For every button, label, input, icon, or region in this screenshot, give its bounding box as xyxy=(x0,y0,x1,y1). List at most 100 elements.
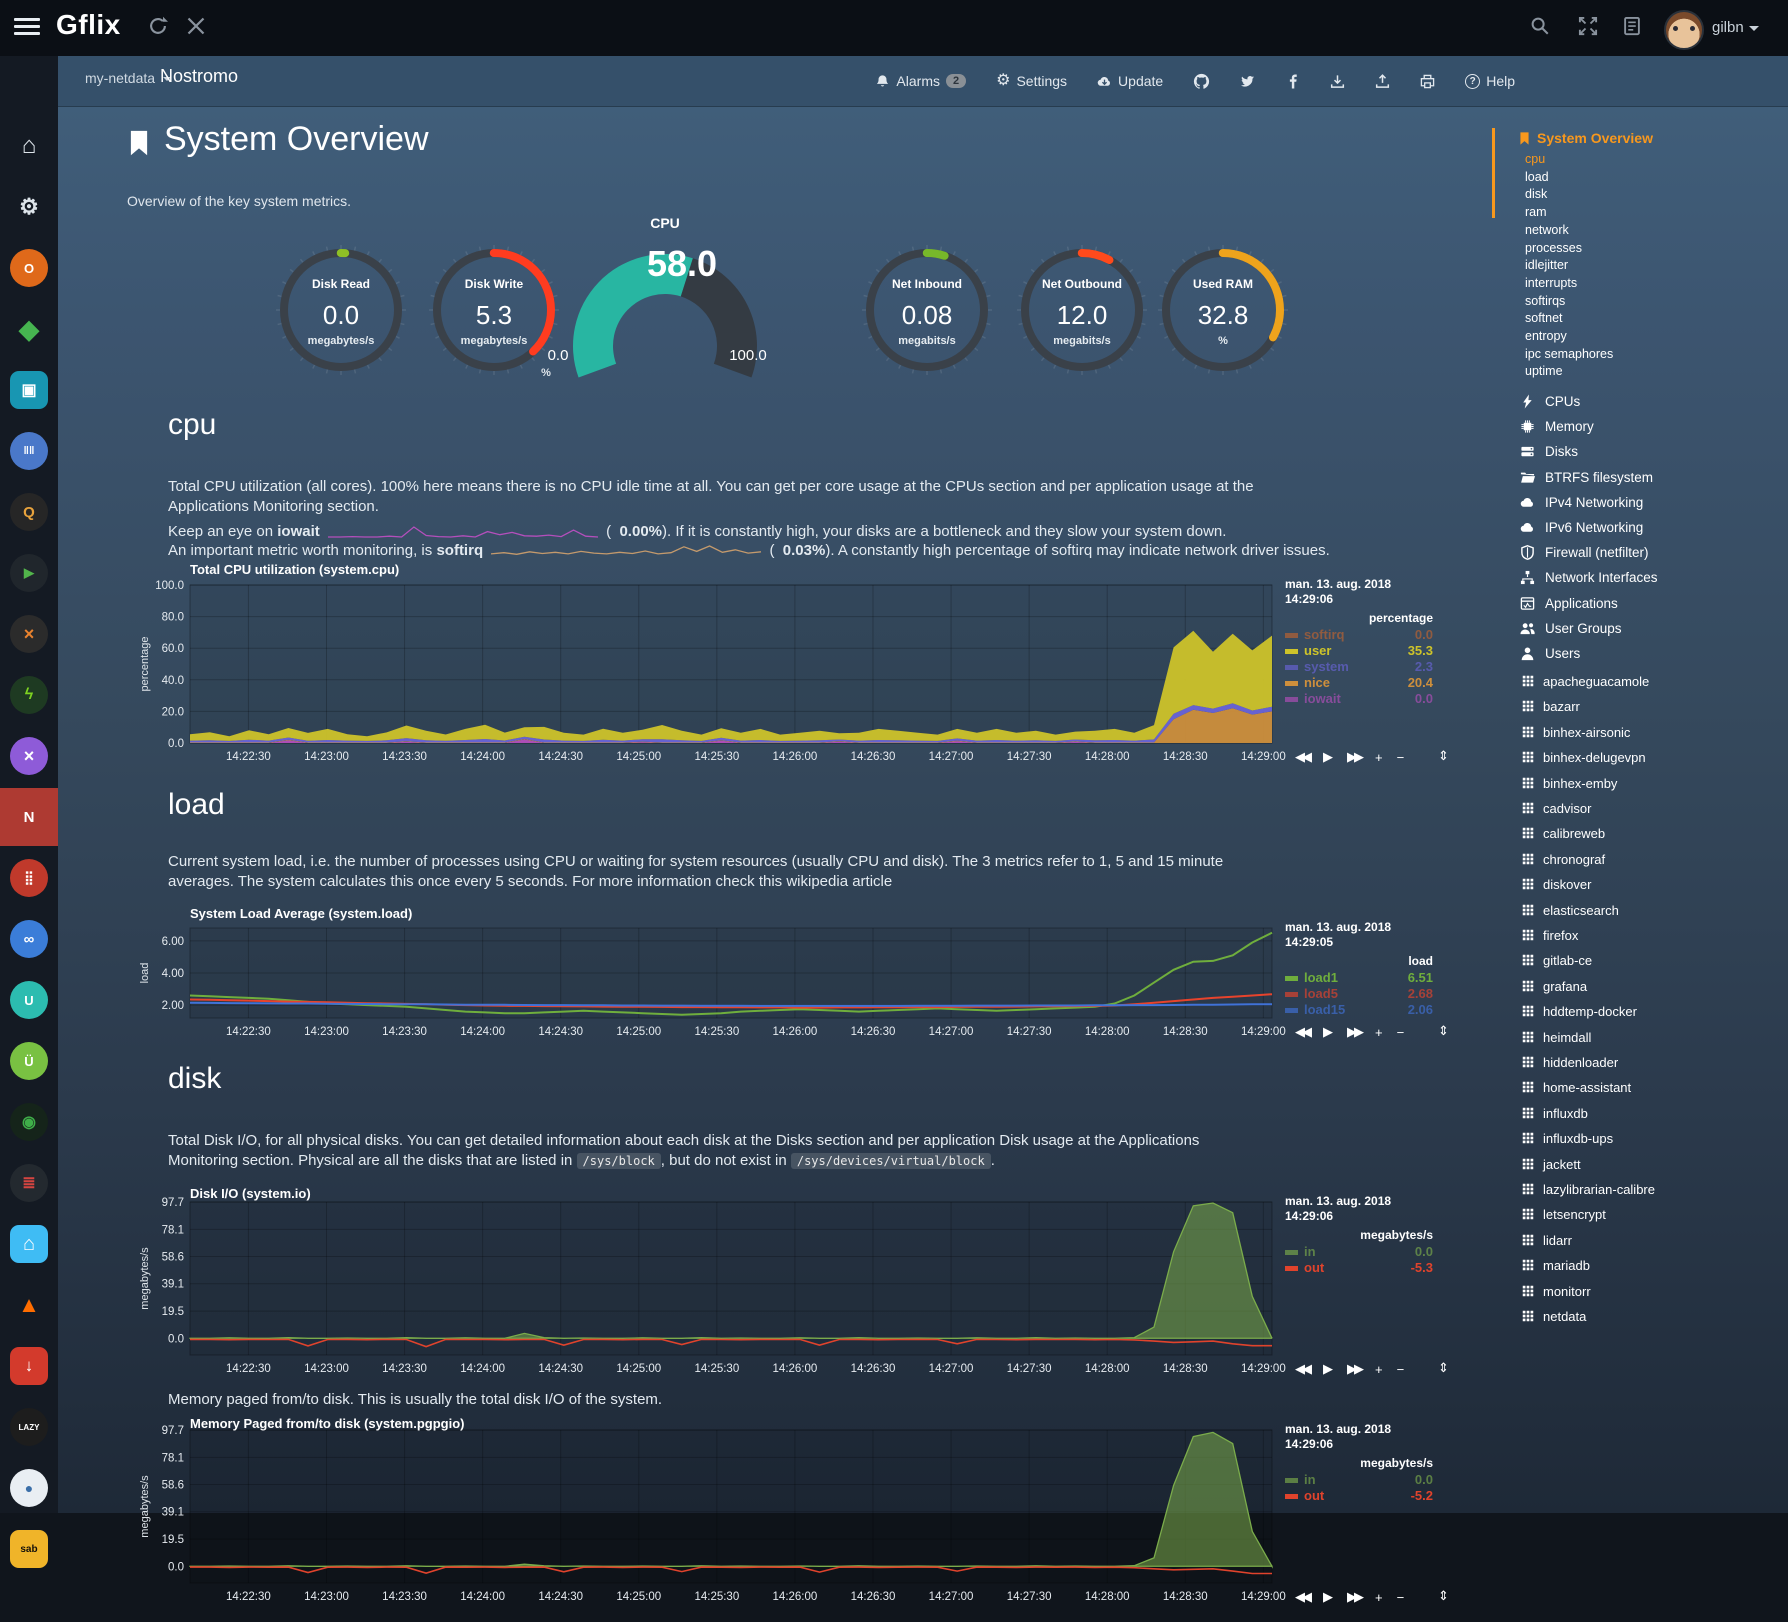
chart-resize-handle[interactable]: ⇕ xyxy=(1438,1588,1449,1604)
legend-row-softirq[interactable]: softirq0.0 xyxy=(1285,627,1433,643)
hamburger-menu-icon[interactable] xyxy=(14,18,40,38)
menu-section-memory[interactable]: Memory xyxy=(1520,419,1594,434)
avatar[interactable] xyxy=(1664,10,1704,50)
rail-app-airsonic[interactable]: ‖‖ xyxy=(0,422,58,480)
chart-pgpgio[interactable]: Memory Paged from/to disk (system.pgpgio… xyxy=(0,1416,1460,1617)
menu-app-chronograf[interactable]: chronograf xyxy=(1522,852,1605,867)
rail-app-home-assistant[interactable]: ⌂ xyxy=(0,1215,58,1273)
menu-item-ipc-semaphores[interactable]: ipc semaphores xyxy=(1525,347,1613,361)
zoom-out-button[interactable]: − xyxy=(1397,1362,1405,1377)
legend-row-iowait[interactable]: iowait0.0 xyxy=(1285,691,1433,707)
rail-app-emby[interactable]: ▶ xyxy=(0,544,58,602)
menu-section-cpus[interactable]: CPUs xyxy=(1520,394,1580,409)
rail-app-grafana-bolt[interactable]: ϟ xyxy=(0,666,58,724)
gauge-net-outbound[interactable]: Net Outbound12.0megabits/s xyxy=(1012,240,1152,380)
user-menu[interactable]: gilbn xyxy=(1712,19,1759,36)
legend-row-user[interactable]: user35.3 xyxy=(1285,643,1433,659)
my-netdata-dropdown[interactable]: my-netdata xyxy=(85,70,171,86)
menu-app-binhex-emby[interactable]: binhex-emby xyxy=(1522,776,1617,791)
rail-app-portainer[interactable]: ▣ xyxy=(0,361,58,419)
menu-section-users[interactable]: Users xyxy=(1520,646,1580,661)
menu-item-network[interactable]: network xyxy=(1525,223,1569,237)
menu-app-cadvisor[interactable]: cadvisor xyxy=(1522,801,1591,816)
update-button[interactable]: Update xyxy=(1097,73,1163,89)
import-button[interactable] xyxy=(1330,74,1345,89)
zoom-in-button[interactable]: + xyxy=(1375,1025,1383,1040)
rail-app-youtube-dl[interactable]: ↓ xyxy=(0,1337,58,1395)
menu-item-cpu[interactable]: cpu xyxy=(1525,152,1545,166)
zoom-out-button[interactable]: − xyxy=(1397,1590,1405,1605)
gauge-disk-read[interactable]: Disk Read0.0megabytes/s xyxy=(271,240,411,380)
legend-row-out[interactable]: out-5.2 xyxy=(1285,1488,1433,1504)
pan-forward-button[interactable]: ▶▶ xyxy=(1347,749,1361,765)
play-button[interactable]: ▶ xyxy=(1323,749,1333,765)
menu-app-heimdall[interactable]: heimdall xyxy=(1522,1030,1591,1045)
chart-cpu[interactable]: Total CPU utilization (system.cpu)0.020.… xyxy=(0,562,1460,777)
changelog-icon[interactable] xyxy=(1622,16,1642,36)
menu-app-lazylibrarian-calibre[interactable]: lazylibrarian-calibre xyxy=(1522,1182,1655,1197)
menu-app-binhex-delugevpn[interactable]: binhex-delugevpn xyxy=(1522,750,1646,765)
rail-app-home[interactable]: ⌂ xyxy=(0,117,58,175)
menu-section-firewall-netfilter-[interactable]: Firewall (netfilter) xyxy=(1520,545,1649,560)
chart-resize-handle[interactable]: ⇕ xyxy=(1438,1360,1449,1376)
menu-app-hddtemp-docker[interactable]: hddtemp-docker xyxy=(1522,1004,1637,1019)
rail-app-sabnzbd[interactable]: sab xyxy=(0,1520,58,1578)
twitter-button[interactable] xyxy=(1240,74,1255,89)
expand-icon[interactable] xyxy=(1578,16,1598,36)
menu-app-elasticsearch[interactable]: elasticsearch xyxy=(1522,903,1619,918)
rail-app-gitlab[interactable]: ▲ xyxy=(0,1276,58,1334)
pan-forward-button[interactable]: ▶▶ xyxy=(1347,1024,1361,1040)
menu-system-overview[interactable]: System Overview xyxy=(1518,130,1653,146)
close-icon[interactable] xyxy=(186,16,206,36)
rail-app-settings[interactable]: ⚙ xyxy=(0,178,58,236)
rail-app-lazylibrarian[interactable]: LAZY xyxy=(0,1398,58,1456)
pan-backward-button[interactable]: ◀◀ xyxy=(1295,1361,1309,1377)
rail-app-ombi[interactable]: O xyxy=(0,239,58,297)
legend-row-load15[interactable]: load152.06 xyxy=(1285,1002,1433,1018)
rail-app-radarr[interactable]: × xyxy=(0,727,58,785)
menu-item-load[interactable]: load xyxy=(1525,170,1549,184)
menu-item-processes[interactable]: processes xyxy=(1525,241,1582,255)
search-icon[interactable] xyxy=(1530,16,1550,36)
menu-item-disk[interactable]: disk xyxy=(1525,187,1547,201)
menu-section-disks[interactable]: Disks xyxy=(1520,444,1578,459)
menu-section-btrfs-filesystem[interactable]: BTRFS filesystem xyxy=(1520,470,1653,485)
play-button[interactable]: ▶ xyxy=(1323,1589,1333,1605)
rail-app-duplicati[interactable]: ● xyxy=(0,1459,58,1517)
menu-item-ram[interactable]: ram xyxy=(1525,205,1547,219)
alarms-button[interactable]: Alarms2 xyxy=(875,73,966,89)
legend-row-load1[interactable]: load16.51 xyxy=(1285,970,1433,986)
gauge-cpu[interactable]: CPU58.00.0100.0% xyxy=(520,198,820,383)
rail-app-netdata[interactable]: N xyxy=(0,788,58,846)
pan-backward-button[interactable]: ◀◀ xyxy=(1295,1589,1309,1605)
zoom-in-button[interactable]: + xyxy=(1375,1362,1383,1377)
pan-forward-button[interactable]: ▶▶ xyxy=(1347,1361,1361,1377)
menu-app-binhex-airsonic[interactable]: binhex-airsonic xyxy=(1522,725,1630,740)
menu-app-mariadb[interactable]: mariadb xyxy=(1522,1258,1590,1273)
rail-app-krusader[interactable]: ⣿ xyxy=(0,849,58,907)
menu-app-netdata[interactable]: netdata xyxy=(1522,1309,1586,1324)
rail-app-deluge[interactable]: ◆ xyxy=(0,300,58,358)
rail-app-nextcloud[interactable]: ∞ xyxy=(0,910,58,968)
menu-app-gitlab-ce[interactable]: gitlab-ce xyxy=(1522,953,1592,968)
chart-resize-handle[interactable]: ⇕ xyxy=(1438,1023,1449,1039)
zoom-out-button[interactable]: − xyxy=(1397,1025,1405,1040)
facebook-button[interactable] xyxy=(1285,74,1300,89)
zoom-in-button[interactable]: + xyxy=(1375,750,1383,765)
menu-app-hiddenloader[interactable]: hiddenloader xyxy=(1522,1055,1618,1070)
print-button[interactable] xyxy=(1420,74,1435,89)
rail-app-monitor-bars[interactable]: ≣ xyxy=(0,1154,58,1212)
play-button[interactable]: ▶ xyxy=(1323,1361,1333,1377)
legend-row-load5[interactable]: load52.68 xyxy=(1285,986,1433,1002)
zoom-out-button[interactable]: − xyxy=(1397,750,1405,765)
menu-section-network-interfaces[interactable]: Network Interfaces xyxy=(1520,570,1658,585)
pan-forward-button[interactable]: ▶▶ xyxy=(1347,1589,1361,1605)
menu-app-apacheguacamole[interactable]: apacheguacamole xyxy=(1522,674,1649,689)
menu-item-idlejitter[interactable]: idlejitter xyxy=(1525,258,1568,272)
legend-row-nice[interactable]: nice20.4 xyxy=(1285,675,1433,691)
menu-item-entropy[interactable]: entropy xyxy=(1525,329,1567,343)
refresh-icon[interactable] xyxy=(148,16,168,36)
menu-app-home-assistant[interactable]: home-assistant xyxy=(1522,1080,1631,1095)
menu-app-jackett[interactable]: jackett xyxy=(1522,1157,1581,1172)
legend-row-in[interactable]: in0.0 xyxy=(1285,1244,1433,1260)
